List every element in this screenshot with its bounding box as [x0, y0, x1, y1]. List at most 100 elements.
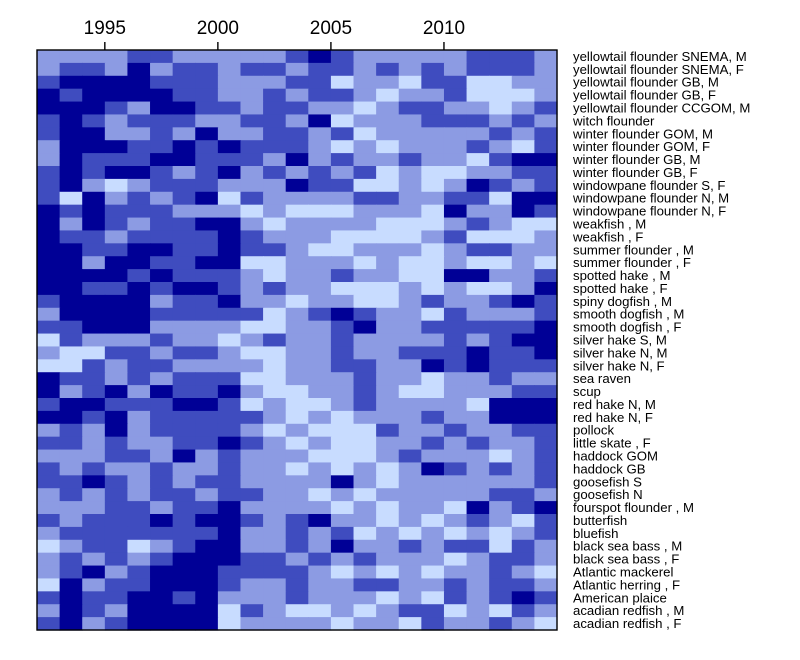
- heatmap-cell: [59, 359, 83, 373]
- heatmap-cell: [82, 75, 106, 90]
- heatmap-cell: [59, 50, 83, 64]
- heatmap-cell: [285, 346, 309, 360]
- heatmap-cell: [82, 410, 106, 425]
- heatmap-cell: [59, 320, 83, 335]
- heatmap-cell: [443, 191, 468, 206]
- heatmap-cell: [37, 359, 61, 373]
- heatmap-cell: [398, 617, 422, 631]
- heatmap-cell: [127, 204, 151, 219]
- heatmap-cell: [217, 75, 242, 90]
- heatmap-cell: [330, 423, 355, 438]
- heatmap-cell: [82, 526, 106, 541]
- heatmap-cell: [82, 230, 106, 244]
- heatmap-cell: [353, 565, 377, 580]
- heatmap-cell: [285, 294, 309, 309]
- heatmap-cell: [217, 475, 242, 489]
- heatmap-cell: [263, 101, 287, 116]
- heatmap-cell: [489, 101, 513, 116]
- heatmap-cell: [240, 488, 264, 502]
- heatmap-cell: [443, 578, 468, 592]
- heatmap-cell: [172, 385, 196, 399]
- heatmap-cell: [263, 320, 287, 335]
- heatmap-cell: [59, 449, 83, 464]
- heatmap-cell: [263, 359, 287, 373]
- heatmap-cell: [376, 423, 400, 438]
- heatmap-cell: [240, 127, 264, 141]
- heatmap-cell: [217, 320, 242, 335]
- heatmap-cell: [37, 256, 61, 270]
- heatmap-cell: [466, 398, 490, 412]
- heatmap-cell: [127, 385, 151, 399]
- heatmap-cell: [443, 153, 468, 167]
- x-tick-label: 1995: [84, 18, 126, 39]
- heatmap-cell: [263, 539, 287, 554]
- heatmap-cell: [37, 294, 61, 309]
- heatmap-cell: [489, 178, 513, 193]
- heatmap-cell: [330, 294, 355, 309]
- heatmap-cell: [511, 462, 535, 476]
- heatmap-cell: [285, 62, 309, 77]
- heatmap-cell: [443, 526, 468, 541]
- heatmap-cell: [443, 591, 468, 605]
- heatmap-cell: [127, 153, 151, 167]
- heatmap-cell: [534, 230, 558, 244]
- heatmap-cell: [330, 449, 355, 464]
- heatmap-cell: [421, 398, 445, 412]
- heatmap-cell: [104, 333, 129, 348]
- heatmap-cell: [195, 230, 219, 244]
- heatmap-cell: [308, 617, 332, 631]
- heatmap-cell: [82, 617, 106, 631]
- heatmap-cell: [353, 243, 377, 257]
- row-label: red hake N, M: [573, 397, 656, 412]
- row-label: summer flounder , F: [573, 255, 691, 270]
- heatmap-cell: [195, 178, 219, 193]
- heatmap-cell: [285, 50, 309, 64]
- heatmap-cell: [534, 282, 558, 296]
- heatmap-cell: [82, 256, 106, 270]
- heatmap-cell: [330, 488, 355, 502]
- heatmap-cell: [376, 526, 400, 541]
- heatmap-cell: [443, 230, 468, 244]
- heatmap-cell: [37, 269, 61, 283]
- heatmap-cell: [104, 462, 129, 476]
- heatmap-cell: [127, 333, 151, 348]
- heatmap-cell: [376, 436, 400, 451]
- heatmap-cell: [489, 526, 513, 541]
- heatmap-cell: [421, 114, 445, 128]
- heatmap-cell: [421, 385, 445, 399]
- heatmap-cell: [127, 591, 151, 605]
- heatmap-cell: [353, 62, 377, 77]
- heatmap-cell: [82, 101, 106, 116]
- heatmap-cell: [172, 591, 196, 605]
- row-label: witch flounder: [572, 113, 655, 128]
- heatmap-cell: [37, 423, 61, 438]
- heatmap-cell: [172, 127, 196, 141]
- heatmap-cell: [308, 578, 332, 592]
- heatmap-cell: [466, 217, 490, 232]
- heatmap-cell: [330, 333, 355, 348]
- heatmap-cell: [511, 75, 535, 90]
- heatmap-cell: [59, 617, 83, 631]
- heatmap-cell: [240, 230, 264, 244]
- heatmap-cell: [489, 243, 513, 257]
- heatmap-cell: [59, 204, 83, 219]
- heatmap-cell: [59, 294, 83, 309]
- heatmap-cell: [421, 178, 445, 193]
- heatmap-cell: [398, 204, 422, 219]
- row-label: winter flounder GOM, M: [572, 126, 713, 141]
- heatmap-cell: [150, 178, 174, 193]
- heatmap-cell: [285, 436, 309, 451]
- heatmap-cell: [443, 256, 468, 270]
- heatmap-cell: [217, 282, 242, 296]
- heatmap-cell: [217, 423, 242, 438]
- heatmap-cell: [534, 578, 558, 592]
- heatmap-cell: [37, 50, 61, 64]
- heatmap-cell: [511, 591, 535, 605]
- heatmap-cell: [59, 604, 83, 618]
- heatmap-cell: [376, 153, 400, 167]
- heatmap-cell: [308, 243, 332, 257]
- heatmap-cell: [376, 333, 400, 348]
- heatmap-cell: [421, 462, 445, 476]
- heatmap-cell: [82, 423, 106, 438]
- heatmap-cell: [150, 166, 174, 180]
